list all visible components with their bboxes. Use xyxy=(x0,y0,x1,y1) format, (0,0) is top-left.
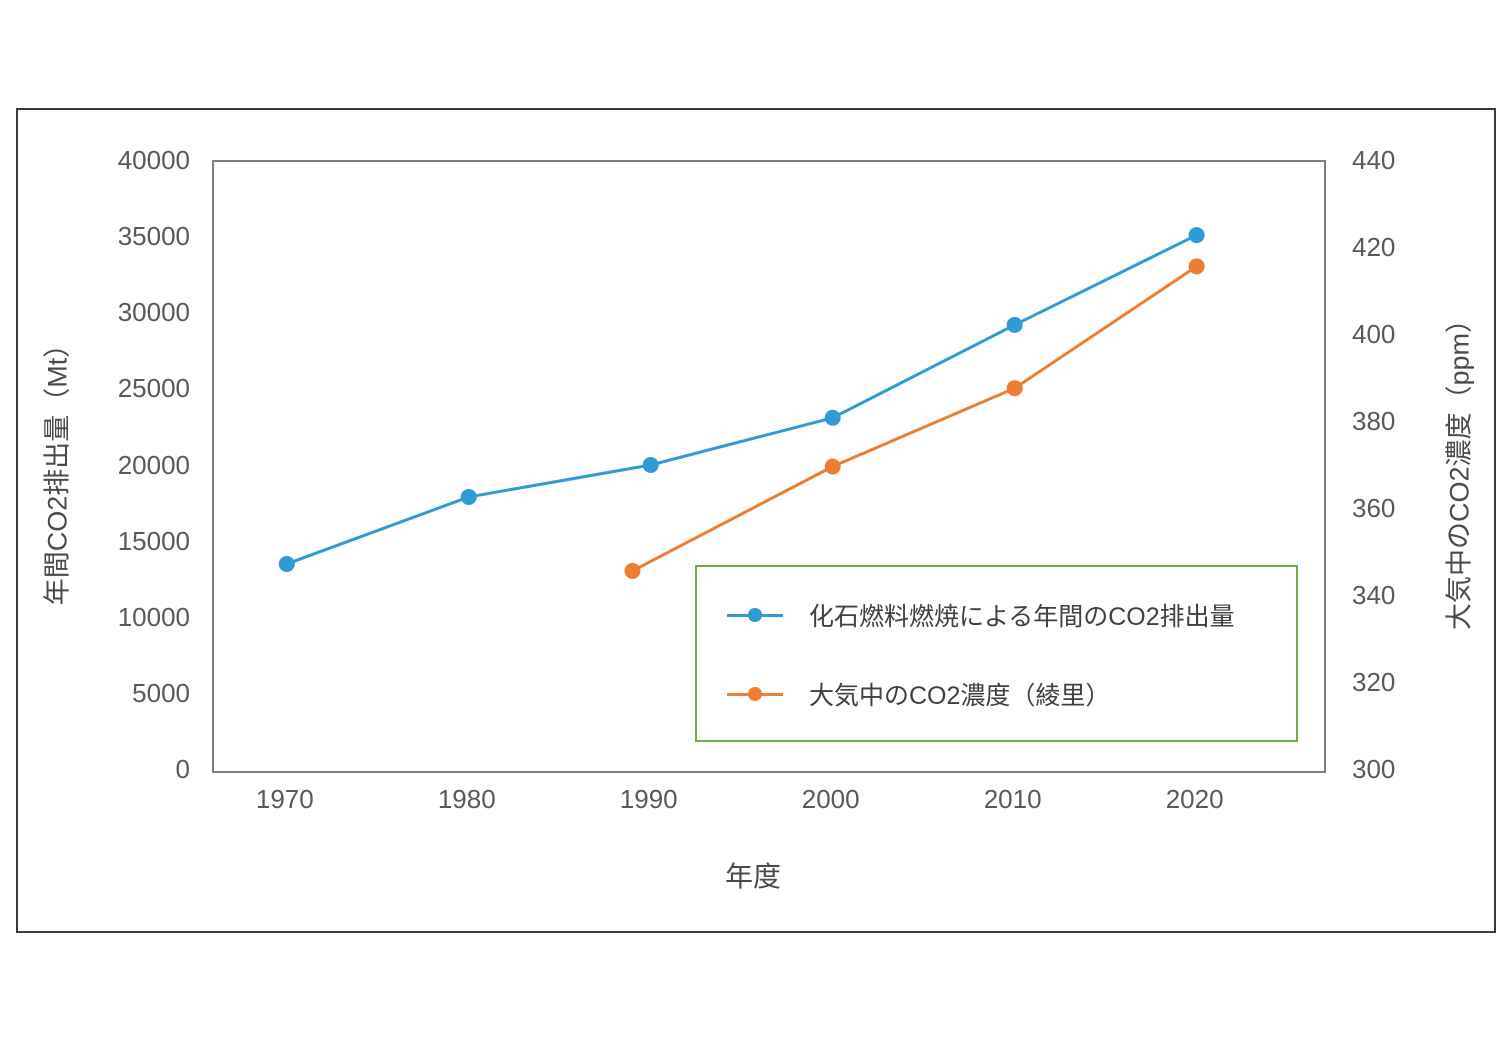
series-plot xyxy=(278,227,1205,579)
right-axis-tick-340: 340 xyxy=(1352,580,1396,610)
left-axis-tick-30000: 30000 xyxy=(117,297,190,328)
left-axis-tick-25000: 25000 xyxy=(117,373,190,404)
left-axis-tick-35000: 35000 xyxy=(117,221,190,252)
right-axis-tick-360: 360 xyxy=(1352,493,1396,523)
legend-box: 化石燃料燃焼による年間のCO2排出量 大気中のCO2濃度（綾里） xyxy=(695,565,1298,742)
series-0-point-2000 xyxy=(824,409,841,426)
x-axis-tick-1970: 1970 xyxy=(255,784,314,814)
series-line-0 xyxy=(286,233,1198,566)
series-1-point-2000 xyxy=(824,458,841,475)
legend-swatch-0 xyxy=(727,607,783,623)
right-axis-tick-320: 320 xyxy=(1352,667,1396,697)
left-axis-tick-5000: 5000 xyxy=(132,677,190,708)
right-axis-tick-380: 380 xyxy=(1352,406,1396,436)
left-axis-tick-0: 0 xyxy=(175,754,190,784)
x-axis-tick-1990: 1990 xyxy=(619,784,678,814)
left-axis-tick-15000: 15000 xyxy=(117,525,190,556)
legend-marker-icon xyxy=(748,687,762,701)
right-axis-tick-440: 440 xyxy=(1352,145,1396,175)
x-axis-title: 年度 xyxy=(724,861,781,892)
left-axis-tick-10000: 10000 xyxy=(117,601,190,632)
left-axis-tick-20000: 20000 xyxy=(117,449,190,480)
right-axis-tick-400: 400 xyxy=(1352,319,1396,349)
legend-label-0: 化石燃料燃焼による年間のCO2排出量 xyxy=(809,603,1235,631)
series-0-point-2010 xyxy=(1006,316,1023,333)
series-0-point-1980 xyxy=(460,488,477,505)
left-axis-tick-40000: 40000 xyxy=(117,145,190,175)
x-axis-tick-1980: 1980 xyxy=(437,784,496,814)
series-1-point-2010 xyxy=(1006,380,1023,397)
series-0-point-2020 xyxy=(1188,227,1205,244)
legend-item-1: 大気中のCO2濃度（綾里） xyxy=(727,676,1110,712)
series-1-point-1989 xyxy=(624,562,641,579)
legend-marker-icon xyxy=(748,608,762,622)
series-0-point-1970 xyxy=(278,555,295,572)
legend-label-1: 大気中のCO2濃度（綾里） xyxy=(809,682,1111,710)
right-axis-tick-420: 420 xyxy=(1352,232,1396,262)
series-line-1 xyxy=(631,265,1198,573)
legend-item-0: 化石燃料燃焼による年間のCO2排出量 xyxy=(727,597,1235,633)
series-1-point-2020 xyxy=(1188,258,1205,275)
x-axis-tick-2010: 2010 xyxy=(983,784,1042,814)
legend-swatch-1 xyxy=(727,686,783,702)
x-axis-tick-2020: 2020 xyxy=(1165,784,1224,814)
x-axis-tick-2000: 2000 xyxy=(801,784,860,814)
right-axis-tick-300: 300 xyxy=(1352,754,1396,784)
series-0-point-1990 xyxy=(642,456,659,473)
